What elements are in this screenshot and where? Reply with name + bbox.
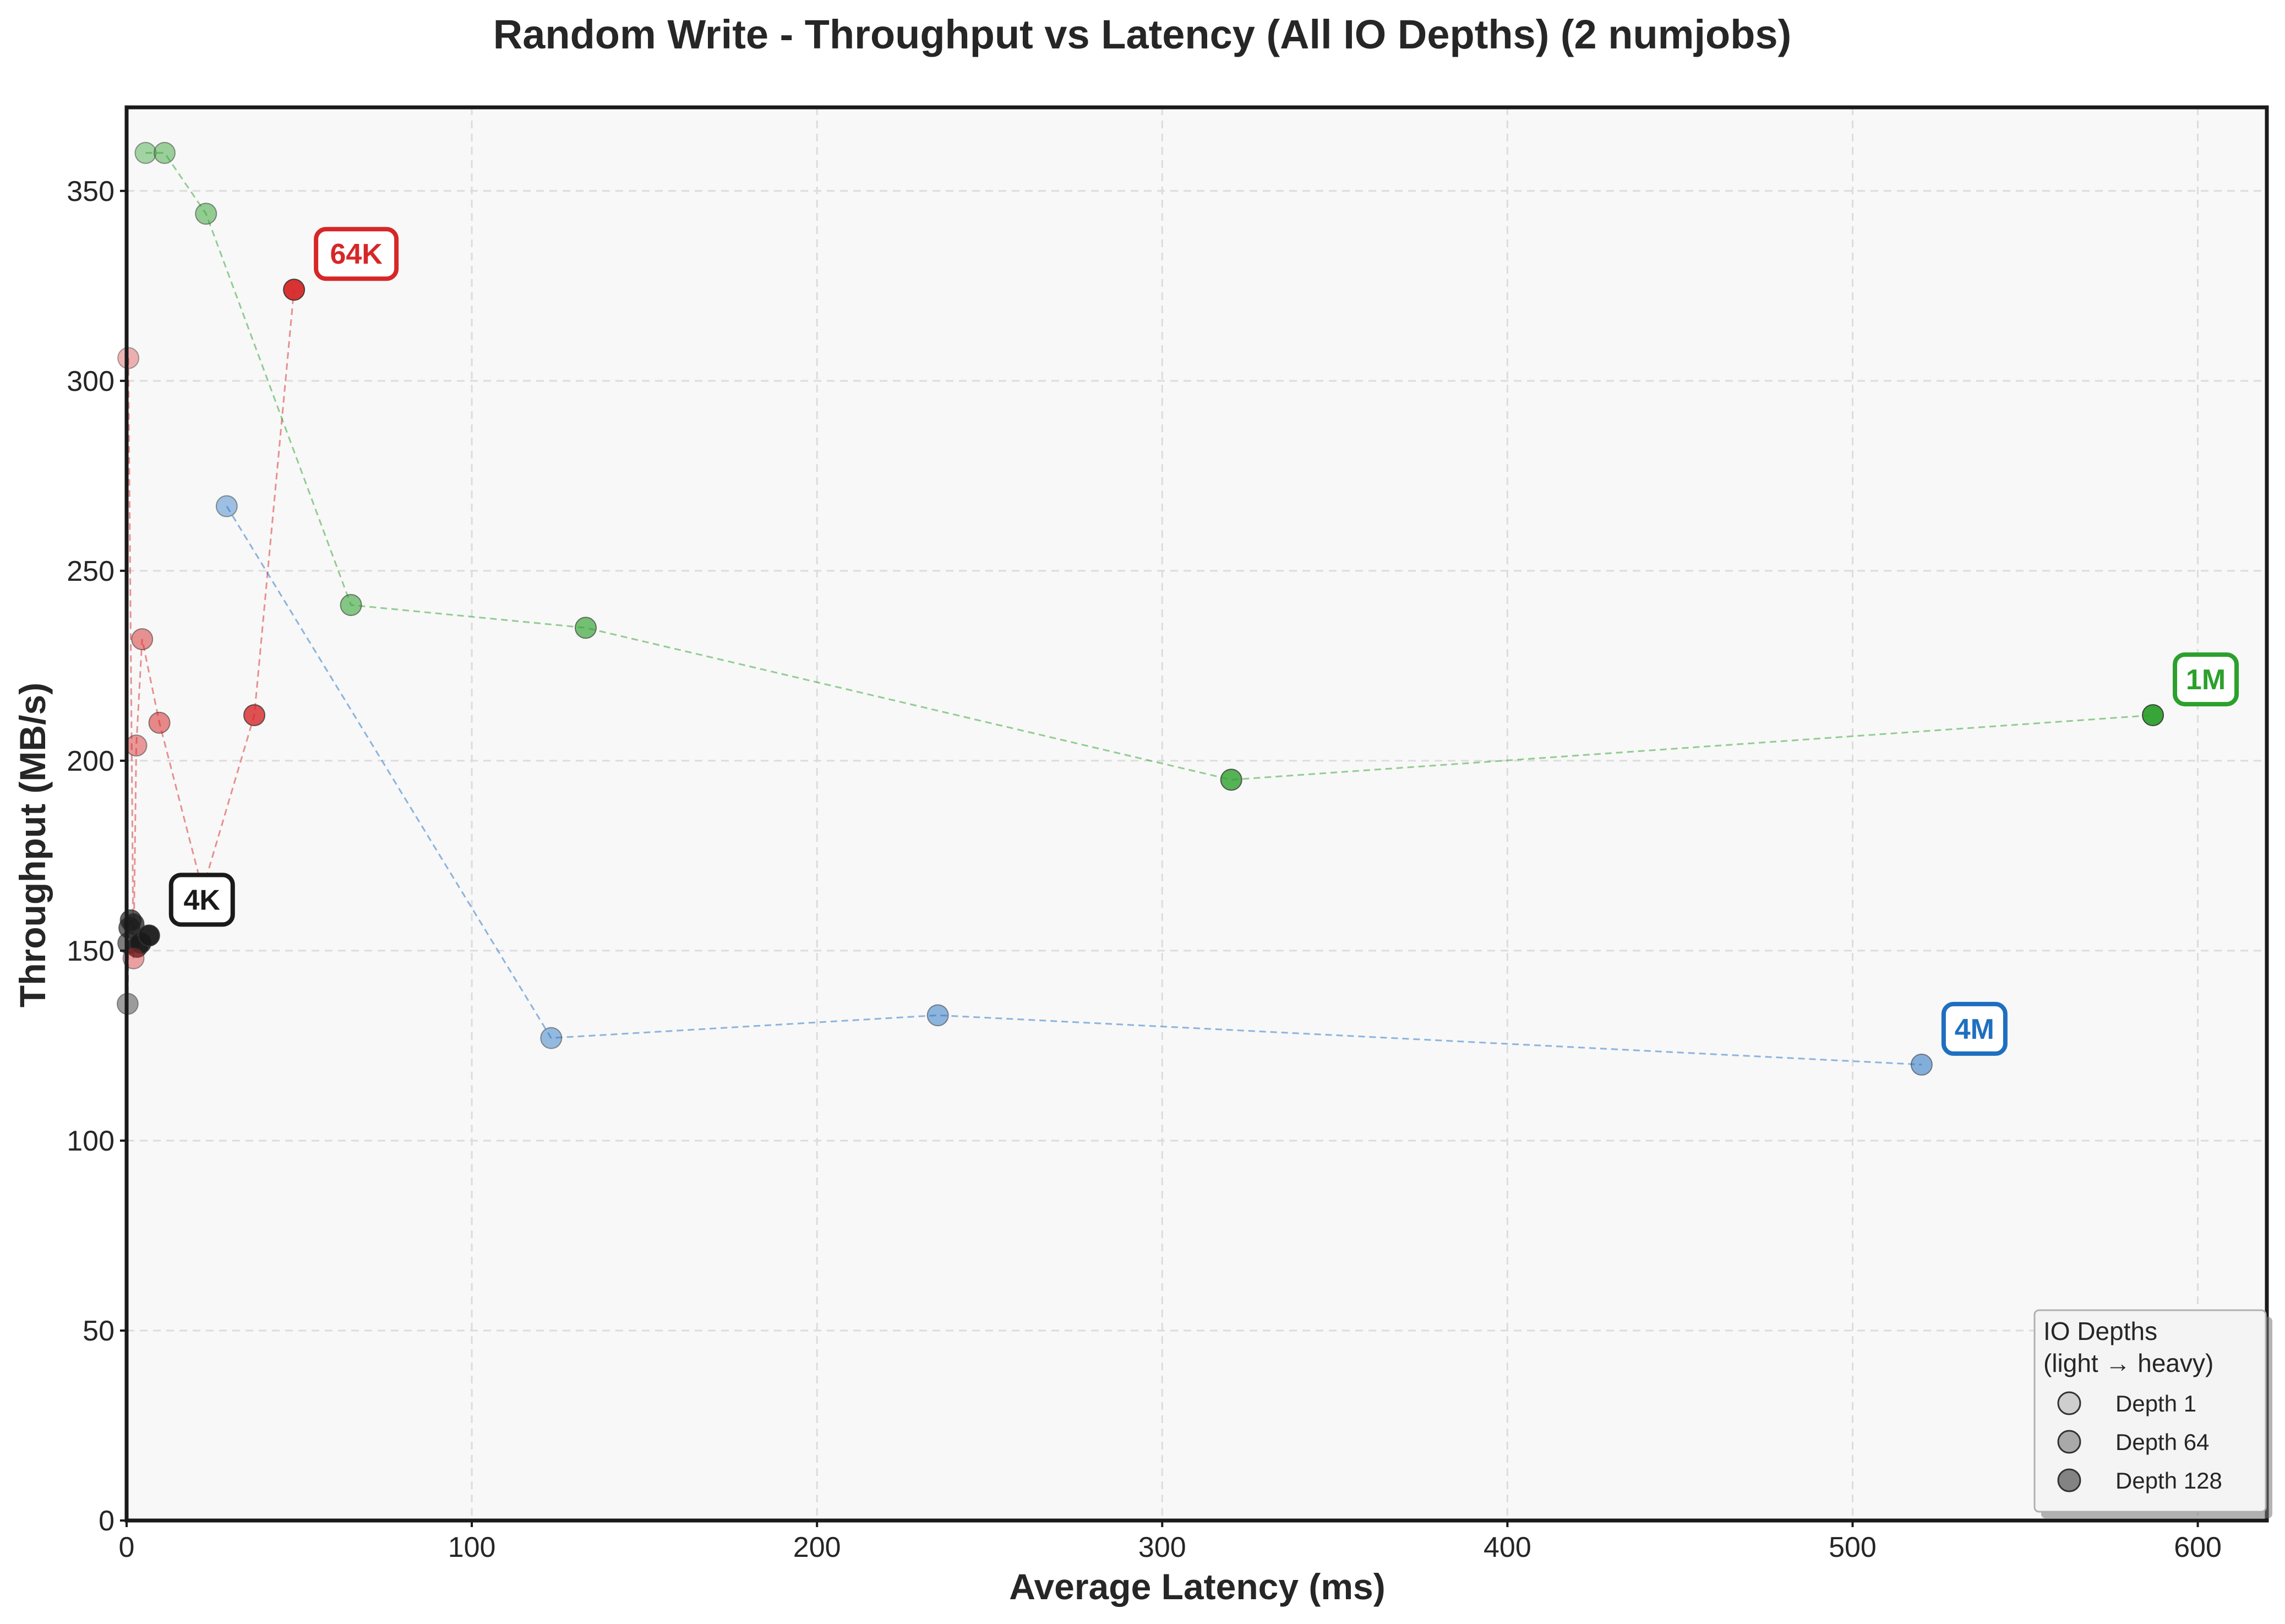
- y-tick-label: 200: [67, 745, 114, 777]
- series-point: [215, 495, 238, 517]
- series-point: [243, 704, 266, 727]
- x-tick-label: 500: [1829, 1532, 1877, 1563]
- legend-entries: Depth 1 Depth 64 Depth 128: [2057, 1391, 2222, 1494]
- x-tick-label: 100: [448, 1532, 496, 1563]
- legend-title: IO Depths: [2043, 1317, 2157, 1345]
- series-point: [2142, 704, 2164, 727]
- legend-marker: [2057, 1391, 2081, 1415]
- series-point: [283, 279, 306, 301]
- series-point: [134, 141, 157, 164]
- legend-label: Depth 1: [2115, 1391, 2196, 1416]
- series-point: [540, 1027, 563, 1049]
- series-point: [926, 1004, 949, 1027]
- series-point: [575, 617, 597, 639]
- callout-label: 4K: [184, 884, 221, 916]
- series-point: [195, 203, 217, 225]
- y-tick-label: 300: [67, 366, 114, 397]
- legend: IO Depths (light → heavy) Depth 1 Depth 6…: [2033, 1309, 2272, 1518]
- axis-ticks: 0 100 200 300 400 500 600 0 50 100 150 200 250 300 350: [67, 176, 2222, 1563]
- chart-title: Random Write - Throughput vs Latency (Al…: [493, 12, 1791, 57]
- y-tick-label: 0: [99, 1505, 114, 1537]
- y-axis-label: Throughput (MB/s): [12, 683, 53, 1007]
- y-tick-label: 150: [67, 935, 114, 967]
- series-point: [125, 734, 148, 757]
- y-tick-label: 250: [67, 555, 114, 587]
- x-tick-label: 600: [2174, 1532, 2222, 1563]
- series-point: [153, 141, 176, 164]
- x-tick-label: 300: [1138, 1532, 1186, 1563]
- x-tick-label: 200: [793, 1532, 841, 1563]
- series-points: [116, 141, 2164, 1076]
- callout-label: 1M: [2186, 664, 2226, 696]
- plot-frame: [124, 105, 2269, 1523]
- series-point: [131, 628, 154, 651]
- series-point: [148, 711, 171, 734]
- legend-label: Depth 128: [2115, 1468, 2222, 1494]
- plot-background: [127, 107, 2267, 1521]
- callout-box: [1941, 1001, 2008, 1056]
- x-tick-label: 0: [119, 1532, 135, 1563]
- callout-box: [168, 873, 235, 927]
- series-point: [340, 593, 362, 616]
- legend-label: Depth 64: [2115, 1429, 2209, 1455]
- x-tick-label: 400: [1484, 1532, 1531, 1563]
- callout-box: [314, 227, 399, 281]
- y-tick-label: 100: [67, 1125, 114, 1157]
- grid: [127, 107, 2267, 1521]
- legend-box: [2033, 1309, 2267, 1513]
- series-point: [138, 924, 160, 947]
- y-tick-label: 350: [67, 176, 114, 208]
- series-point: [1910, 1053, 1933, 1076]
- legend-marker: [2057, 1468, 2081, 1492]
- series-callouts: 4K 64K 1M 4M: [168, 227, 2239, 1056]
- callout-label: 64K: [330, 238, 383, 270]
- y-tick-label: 50: [83, 1315, 114, 1347]
- legend-subtitle: (light → heavy): [2043, 1349, 2213, 1377]
- x-axis-label: Average Latency (ms): [1009, 1566, 1386, 1607]
- callout-box: [2173, 652, 2239, 707]
- series-point: [1220, 769, 1242, 791]
- series-line: [226, 505, 1922, 1066]
- callout-label: 4M: [1955, 1013, 1994, 1045]
- legend-marker: [2057, 1430, 2081, 1454]
